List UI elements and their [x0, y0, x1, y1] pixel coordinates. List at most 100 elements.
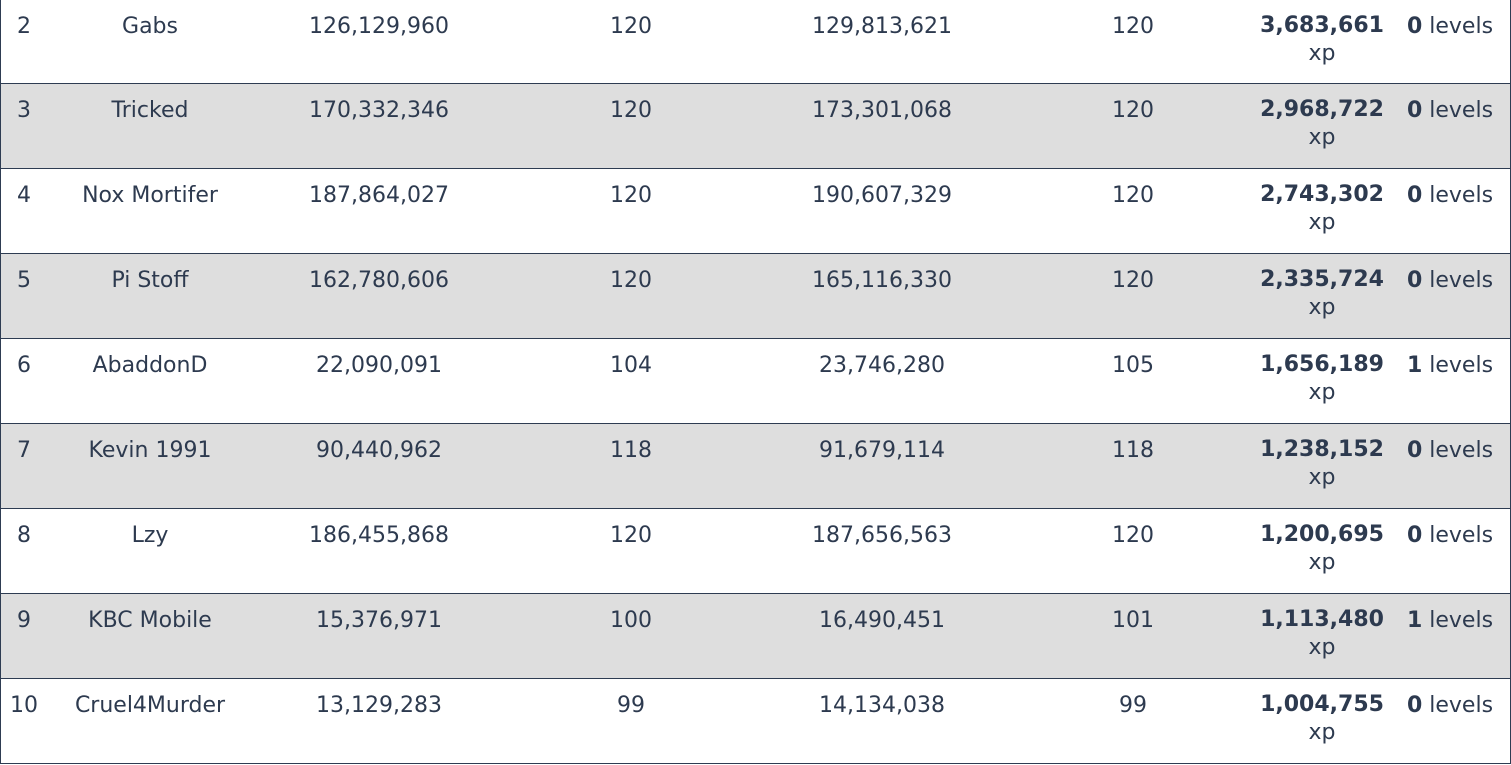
table-row: 5 Pi Stoff 162,780,606 120 165,116,330 1… [0, 254, 1511, 339]
start-level-cell: 120 [610, 523, 652, 548]
player-name-cell: Cruel4Murder [74, 693, 226, 718]
xp-gained-cell: 2,743,302 xp [1259, 181, 1385, 237]
xp-gained-value: 1,656,189 [1260, 352, 1384, 377]
start-level-cell: 100 [610, 608, 652, 633]
rank-cell: 7 [17, 438, 31, 463]
start-xp-cell: 162,780,606 [309, 268, 449, 293]
levels-gained-cell: 0 levels [1391, 691, 1509, 721]
xp-unit: xp [1308, 41, 1336, 66]
start-level-cell: 120 [610, 14, 652, 39]
xp-gained-value: 2,335,724 [1260, 267, 1384, 292]
start-level-cell: 118 [610, 438, 652, 463]
levels-gained-value: 1 [1406, 608, 1423, 633]
xp-unit: xp [1308, 720, 1336, 745]
xp-gained-cell: 1,656,189 xp [1259, 351, 1385, 407]
player-name-cell: Tricked [111, 98, 189, 123]
levels-unit: levels [1429, 183, 1494, 208]
end-level-cell: 120 [1112, 523, 1154, 548]
end-level-cell: 105 [1112, 353, 1154, 378]
table-row: 9 KBC Mobile 15,376,971 100 16,490,451 1… [0, 594, 1511, 679]
end-level-cell: 120 [1112, 14, 1154, 39]
table-row: 3 Tricked 170,332,346 120 173,301,068 12… [0, 84, 1511, 169]
xp-gained-cell: 1,238,152 xp [1259, 436, 1385, 492]
levels-unit: levels [1429, 14, 1494, 39]
xp-gained-value: 1,113,480 [1260, 607, 1384, 632]
end-xp-cell: 165,116,330 [812, 268, 952, 293]
table-row: 4 Nox Mortifer 187,864,027 120 190,607,3… [0, 169, 1511, 254]
levels-gained-cell: 1 levels [1391, 351, 1509, 381]
player-name-cell: Gabs [122, 14, 178, 39]
xp-gained-cell: 1,113,480 xp [1259, 606, 1385, 662]
levels-gained-cell: 0 levels [1391, 436, 1509, 466]
start-xp-cell: 13,129,283 [316, 693, 442, 718]
levels-gained-cell: 1 levels [1391, 606, 1509, 636]
xp-unit: xp [1308, 550, 1336, 575]
xp-gained-value: 3,683,661 [1260, 13, 1384, 38]
player-name-cell: AbaddonD [92, 353, 208, 378]
levels-gained-cell: 0 levels [1391, 12, 1509, 42]
xp-gained-cell: 2,335,724 xp [1259, 266, 1385, 322]
rank-cell: 10 [10, 693, 38, 718]
levels-gained-value: 0 [1406, 98, 1423, 123]
xp-gained-cell: 1,004,755 xp [1259, 691, 1385, 747]
xp-unit: xp [1308, 635, 1336, 660]
xp-unit: xp [1308, 295, 1336, 320]
levels-gained-cell: 0 levels [1391, 96, 1509, 126]
player-name-cell: Kevin 1991 [88, 438, 212, 463]
levels-unit: levels [1429, 98, 1494, 123]
levels-gained-value: 0 [1406, 183, 1423, 208]
xp-gained-cell: 1,200,695 xp [1259, 521, 1385, 577]
player-name-cell: Nox Mortifer [82, 183, 218, 208]
xp-gained-value: 2,743,302 [1260, 182, 1384, 207]
start-xp-cell: 126,129,960 [309, 14, 449, 39]
levels-gained-value: 0 [1406, 268, 1423, 293]
start-level-cell: 120 [610, 268, 652, 293]
end-xp-cell: 91,679,114 [819, 438, 945, 463]
start-level-cell: 120 [610, 98, 652, 123]
rank-cell: 5 [17, 268, 31, 293]
xp-unit: xp [1308, 380, 1336, 405]
xp-gained-value: 2,968,722 [1260, 97, 1384, 122]
end-level-cell: 120 [1112, 98, 1154, 123]
start-xp-cell: 90,440,962 [316, 438, 442, 463]
levels-gained-value: 0 [1406, 438, 1423, 463]
start-level-cell: 120 [610, 183, 652, 208]
end-xp-cell: 190,607,329 [812, 183, 952, 208]
xp-gained-cell: 2,968,722 xp [1259, 96, 1385, 152]
end-level-cell: 120 [1112, 268, 1154, 293]
end-xp-cell: 129,813,621 [812, 14, 952, 39]
end-xp-cell: 187,656,563 [812, 523, 952, 548]
table-row: 10 Cruel4Murder 13,129,283 99 14,134,038… [0, 679, 1511, 764]
levels-gained-cell: 0 levels [1391, 521, 1509, 551]
xp-gained-cell: 3,683,661 xp [1259, 12, 1385, 68]
start-level-cell: 104 [610, 353, 652, 378]
levels-gained-value: 1 [1406, 353, 1423, 378]
rank-cell: 4 [17, 183, 31, 208]
end-xp-cell: 173,301,068 [812, 98, 952, 123]
xp-unit: xp [1308, 465, 1336, 490]
player-name-cell: KBC Mobile [88, 608, 212, 633]
start-level-cell: 99 [617, 693, 645, 718]
end-level-cell: 118 [1112, 438, 1154, 463]
end-level-cell: 120 [1112, 183, 1154, 208]
end-xp-cell: 14,134,038 [819, 693, 945, 718]
end-xp-cell: 23,746,280 [819, 353, 945, 378]
levels-unit: levels [1429, 268, 1494, 293]
levels-unit: levels [1429, 608, 1494, 633]
table-row: 6 AbaddonD 22,090,091 104 23,746,280 105… [0, 339, 1511, 424]
xp-unit: xp [1308, 125, 1336, 150]
rank-cell: 9 [17, 608, 31, 633]
rank-cell: 2 [17, 14, 31, 39]
player-name-cell: Lzy [131, 523, 169, 548]
start-xp-cell: 22,090,091 [316, 353, 442, 378]
table-row: 7 Kevin 1991 90,440,962 118 91,679,114 1… [0, 424, 1511, 509]
xp-gained-value: 1,238,152 [1260, 437, 1384, 462]
levels-gained-cell: 0 levels [1391, 181, 1509, 211]
levels-unit: levels [1429, 693, 1494, 718]
xp-gained-value: 1,200,695 [1260, 522, 1384, 547]
start-xp-cell: 186,455,868 [309, 523, 449, 548]
start-xp-cell: 187,864,027 [309, 183, 449, 208]
end-level-cell: 99 [1119, 693, 1147, 718]
levels-unit: levels [1429, 438, 1494, 463]
